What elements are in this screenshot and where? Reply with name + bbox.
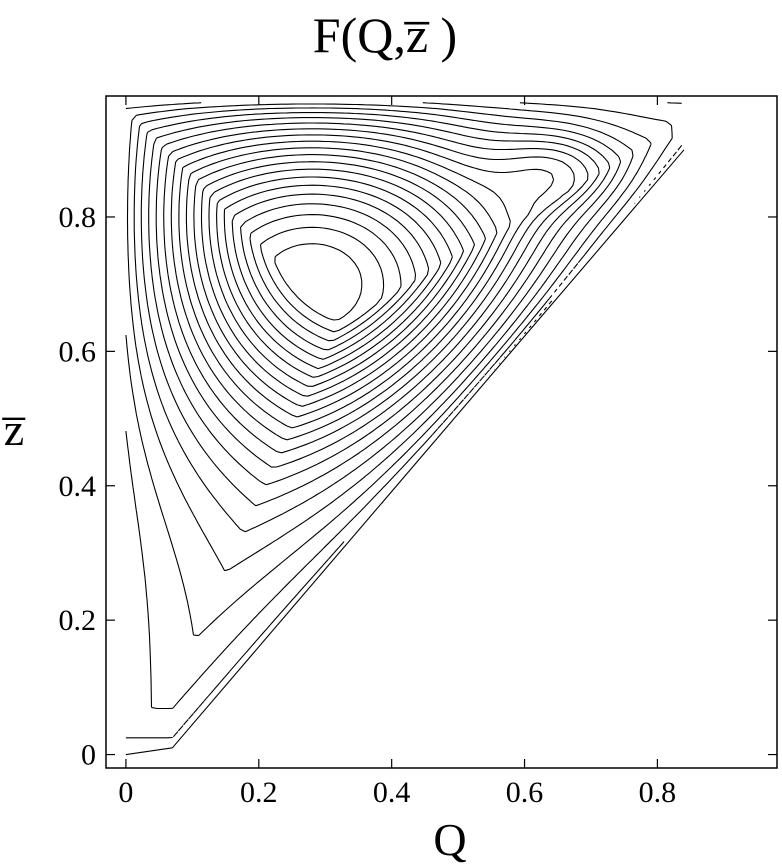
x-tick-label: 0.8	[639, 776, 677, 809]
contour-line	[249, 214, 402, 342]
contour-line	[163, 128, 575, 454]
contour-line	[259, 226, 385, 333]
y-tick-label: 0.2	[59, 604, 97, 637]
y-tick-label: 0.6	[59, 335, 97, 368]
plot-frame	[105, 95, 778, 769]
y-tick-label: 0	[81, 739, 96, 772]
contour-line	[200, 161, 476, 397]
contour-line	[240, 203, 417, 351]
contour-line	[148, 117, 600, 486]
chart-title: F(Q,z̅ )	[313, 7, 457, 63]
y-axis-ticks: 0 0.2 0.4 0.6 0.8	[59, 201, 777, 772]
contour-line	[223, 184, 442, 370]
contour-line	[133, 107, 622, 533]
x-tick-label: 0.6	[506, 776, 544, 809]
contour-line	[208, 168, 465, 387]
x-axis-title: Q	[433, 814, 466, 865]
x-axis-ticks: 0 0.2 0.4 0.6 0.8	[118, 96, 676, 809]
x-tick-label: 0.4	[373, 776, 411, 809]
x-tick-label: 0.2	[240, 776, 278, 809]
contour-line	[140, 111, 611, 507]
y-tick-label: 0.8	[59, 201, 97, 234]
contour-lines	[125, 102, 685, 756]
contour-line	[155, 122, 589, 468]
contour-line	[125, 102, 683, 739]
y-axis-title: z̅	[2, 404, 26, 455]
contour-line	[216, 176, 453, 378]
x-tick-label: 0	[118, 776, 133, 809]
contour-line	[178, 140, 511, 429]
contour-line	[193, 154, 487, 407]
contour-line	[125, 102, 652, 637]
contour-line	[170, 134, 555, 441]
domain-boundary	[125, 149, 685, 756]
contour-line	[231, 193, 430, 360]
contour-line	[274, 243, 363, 321]
y-tick-label: 0.4	[59, 470, 97, 503]
contour-line	[185, 147, 498, 418]
contour-line	[126, 103, 634, 572]
contour-line	[125, 102, 673, 710]
